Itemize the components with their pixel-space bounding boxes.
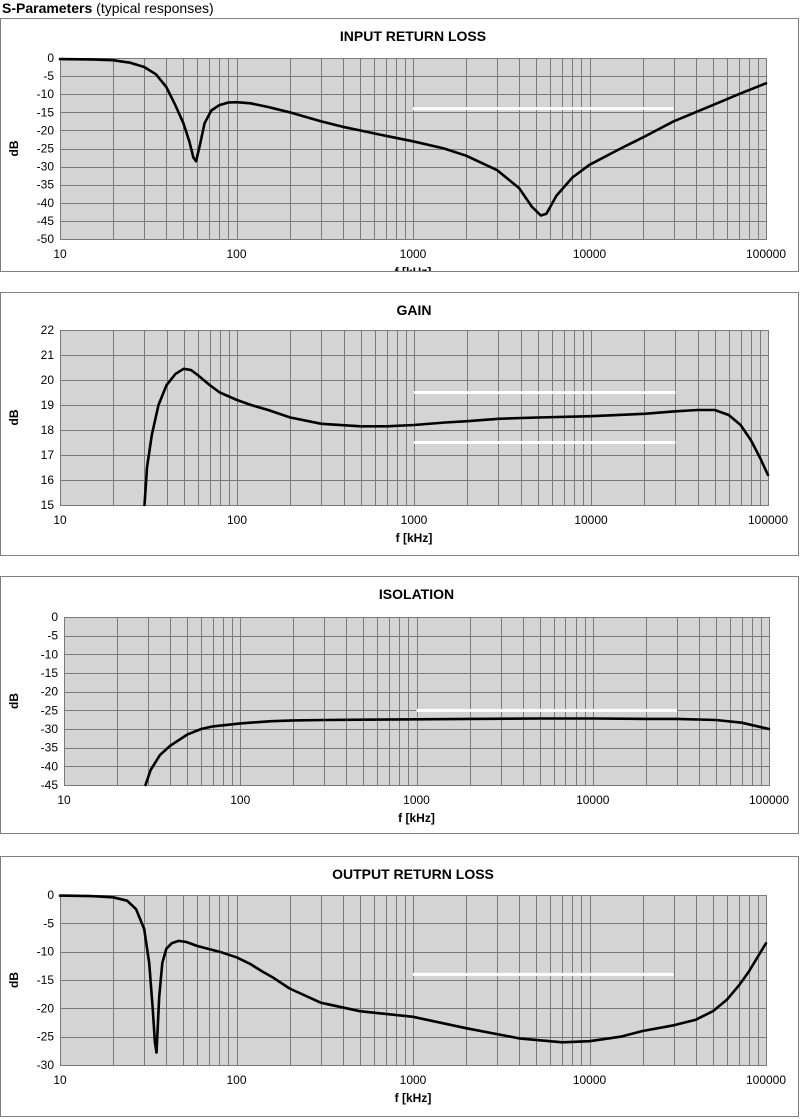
input-return-loss-y-axis-label: dB: [7, 140, 21, 156]
gain-y-axis-label: dB: [7, 409, 21, 425]
y-tick-label: -25: [37, 142, 55, 156]
chart-panel-input-return-loss: INPUT RETURN LOSS 0 -5 -10 -15 -20 -25 -30 -35 -4…: [0, 18, 799, 272]
isolation-response-curve: [144, 717, 771, 787]
y-tick-label: -40: [37, 196, 55, 210]
x-tick-label: 100: [226, 247, 246, 261]
x-tick-label: 100000: [746, 1073, 786, 1087]
chart-panel-output-return-loss: OUTPUT RETURN LOSS 0 -5 -10 -15 -20 -25 -30 10 10…: [0, 856, 799, 1117]
x-tick-label: 100: [226, 1073, 246, 1087]
chart-panel-isolation: ISOLATION 0 -5 -10 -15 -20 -25 -30 -35 -40 -45 10 10…: [0, 576, 799, 834]
x-tick-label: 10000: [573, 247, 607, 261]
input-return-loss-x-axis-label: f [kHz]: [395, 265, 432, 271]
y-tick-label: -45: [41, 778, 59, 792]
y-tick-label: -15: [37, 105, 55, 119]
isolation-y-axis-label: dB: [7, 693, 21, 709]
isolation-title: ISOLATION: [379, 586, 454, 602]
x-tick-label: 10: [57, 793, 71, 807]
isolation-plot-area: [64, 617, 769, 785]
x-tick-label: 100000: [749, 793, 789, 807]
isolation-x-axis-label: f [kHz]: [398, 811, 435, 825]
gain-plot-border: [60, 330, 769, 506]
y-tick-label: -45: [37, 214, 55, 228]
y-tick-label: -10: [41, 647, 59, 661]
y-tick-label: 0: [47, 888, 54, 902]
y-tick-label: -35: [37, 178, 55, 192]
y-tick-label: -30: [41, 722, 59, 736]
x-tick-label: 1000: [400, 247, 427, 261]
gain-response-curve: [143, 367, 770, 507]
y-tick-label: -15: [41, 666, 59, 680]
y-tick-label: -10: [37, 945, 55, 959]
input-return-loss-gridlines: [60, 58, 766, 240]
output-return-loss-x-axis-label: f [kHz]: [395, 1091, 432, 1105]
y-tick-label: -25: [41, 703, 59, 717]
x-tick-label: 10000: [573, 1073, 607, 1087]
y-tick-label: 17: [41, 448, 55, 462]
isolation-plot-border: [64, 617, 770, 786]
page-title-main: S-Parameters: [2, 0, 93, 16]
y-tick-label: -20: [37, 1001, 55, 1015]
y-tick-label: -40: [41, 759, 59, 773]
y-tick-label: -30: [37, 160, 55, 174]
y-tick-label: 16: [41, 473, 55, 487]
y-tick-label: -50: [37, 232, 55, 246]
input-return-loss-response-curve: [58, 57, 768, 217]
y-tick-label: 22: [41, 323, 55, 337]
output-return-loss-plot-border: [60, 895, 767, 1066]
x-tick-label: 10000: [574, 513, 608, 527]
y-tick-label: -25: [37, 1030, 55, 1044]
x-tick-label: 10: [53, 513, 67, 527]
page-subtitle: (typical responses): [96, 0, 214, 16]
y-tick-label: 21: [41, 348, 55, 362]
chart-panel-gain: GAIN 22 21 20 19 18 17 16 15 10 100 1000 10000 100000…: [0, 292, 799, 556]
y-tick-label: 20: [41, 373, 55, 387]
input-return-loss-plot-border: [60, 58, 767, 240]
page-title: S-Parameters (typical responses): [2, 0, 214, 16]
x-tick-label: 10000: [576, 793, 610, 807]
y-tick-label: -35: [41, 741, 59, 755]
x-tick-label: 100000: [746, 247, 786, 261]
y-tick-label: -10: [37, 87, 55, 101]
y-tick-label: -30: [37, 1058, 55, 1072]
gain-x-axis-label: f [kHz]: [396, 531, 433, 545]
x-tick-label: 100: [230, 793, 250, 807]
gain-gridlines: [60, 330, 768, 506]
x-tick-label: 10: [53, 247, 67, 261]
y-tick-label: -20: [41, 685, 59, 699]
x-tick-label: 1000: [400, 1073, 427, 1087]
x-tick-label: 1000: [403, 793, 430, 807]
y-tick-label: 18: [41, 423, 55, 437]
output-return-loss-title: OUTPUT RETURN LOSS: [332, 866, 494, 882]
y-tick-label: -15: [37, 973, 55, 987]
x-tick-label: 10: [53, 1073, 67, 1087]
output-return-loss-response-curve: [58, 894, 768, 1054]
y-tick-label: -20: [37, 123, 55, 137]
gain-title: GAIN: [397, 302, 432, 318]
x-tick-label: 1000: [401, 513, 428, 527]
y-tick-label: 0: [47, 51, 54, 65]
y-tick-label: 19: [41, 398, 55, 412]
y-tick-label: -5: [43, 916, 54, 930]
y-tick-label: 15: [41, 498, 55, 512]
input-return-loss-chart: INPUT RETURN LOSS 0 -5 -10 -15 -20 -25 -30 -35 -4…: [7, 28, 786, 271]
y-tick-label: 0: [51, 610, 58, 624]
input-return-loss-title: INPUT RETURN LOSS: [340, 28, 486, 44]
y-tick-label: -5: [47, 629, 58, 643]
x-tick-label: 100: [227, 513, 247, 527]
output-return-loss-y-axis-label: dB: [7, 972, 21, 988]
x-tick-label: 100000: [748, 513, 788, 527]
y-tick-label: -5: [43, 69, 54, 83]
